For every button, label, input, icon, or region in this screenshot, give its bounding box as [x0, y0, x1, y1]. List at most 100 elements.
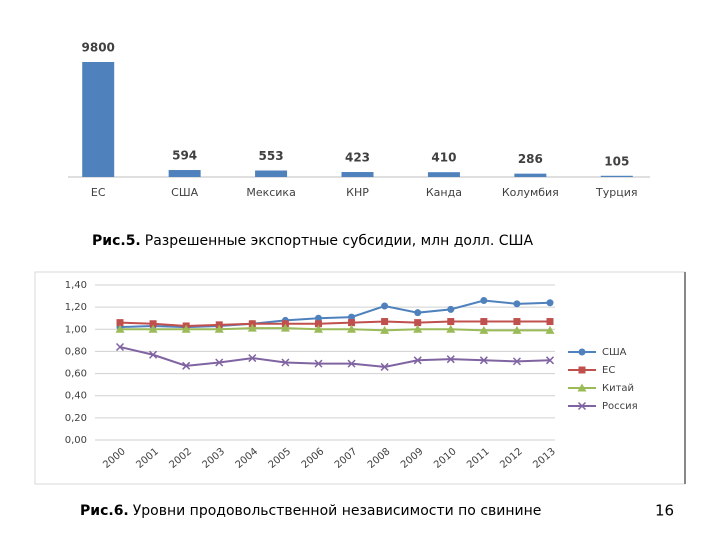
caption-label: Рис.6. — [80, 503, 129, 519]
marker — [546, 318, 554, 326]
marker — [479, 325, 489, 334]
data-label: 553 — [259, 149, 284, 163]
marker — [116, 319, 124, 327]
y-tick-label: 0,20 — [65, 413, 87, 424]
marker — [545, 356, 555, 365]
x-tick-label: 2013 — [531, 446, 558, 471]
legend-marker — [577, 383, 587, 392]
data-label: 286 — [518, 152, 543, 166]
series-line — [119, 320, 550, 327]
y-tick-label: 0,00 — [65, 435, 87, 446]
y-tick-label: 1,00 — [65, 324, 87, 335]
legend-marker — [578, 366, 586, 374]
marker — [479, 356, 488, 365]
marker — [181, 324, 191, 333]
series-line — [119, 299, 551, 329]
marker — [348, 313, 356, 321]
legend-label: Китай — [602, 383, 634, 394]
x-tick-label: 2001 — [134, 446, 161, 471]
x-tick-label: 2005 — [267, 446, 294, 471]
x-tick-label: 2002 — [167, 446, 194, 471]
marker — [247, 323, 257, 332]
caption: Рис.5. Разрешенные экспортные субсидии, м… — [92, 233, 534, 249]
marker — [348, 319, 356, 327]
marker — [413, 356, 422, 365]
marker — [446, 355, 455, 364]
x-tick-label: 2006 — [300, 446, 327, 471]
y-tick-label: 1,40 — [65, 280, 87, 291]
bar — [82, 62, 115, 177]
marker — [182, 361, 191, 370]
bar — [168, 170, 201, 177]
bar — [255, 170, 288, 177]
marker — [314, 359, 323, 368]
marker — [214, 324, 224, 333]
marker — [215, 358, 224, 367]
legend-label: США — [602, 347, 627, 358]
marker — [447, 305, 455, 313]
series-line — [120, 327, 550, 332]
x-tick-label: 2007 — [333, 446, 360, 471]
marker — [512, 325, 522, 334]
legend-label: ЕС — [602, 365, 615, 376]
marker — [447, 318, 455, 326]
marker — [314, 314, 322, 322]
legend-marker — [577, 401, 587, 411]
x-tick-label: 2009 — [399, 446, 426, 471]
caption: Рис.6. Уровни продовольственной независим… — [80, 503, 541, 519]
marker — [280, 323, 290, 332]
x-tick-label: 2003 — [201, 446, 228, 471]
x-tick-label: 2000 — [101, 446, 128, 471]
x-tick-label: 2012 — [498, 446, 525, 471]
marker — [248, 354, 257, 363]
y-tick-label: 1,20 — [65, 302, 87, 313]
data-label: 423 — [345, 151, 370, 165]
marker — [149, 350, 158, 359]
x-tick-label: Мексика — [246, 186, 295, 199]
chart-frame — [34, 271, 686, 485]
marker — [512, 357, 521, 366]
y-tick-label: 0,60 — [65, 369, 87, 380]
marker — [446, 324, 456, 333]
marker — [513, 300, 521, 308]
caption-text: Разрешенные экспортные субсидии, млн дол… — [145, 233, 534, 249]
marker — [314, 320, 322, 328]
x-tick-label: Канда — [426, 186, 462, 199]
x-tick-label: КНР — [346, 186, 369, 199]
caption-label: Рис.5. — [92, 233, 141, 249]
marker — [546, 299, 554, 307]
marker — [480, 318, 488, 326]
marker — [381, 318, 389, 326]
bar — [514, 173, 547, 177]
marker — [380, 325, 390, 334]
x-tick-label: 2008 — [366, 446, 393, 471]
x-tick-label: 2004 — [234, 446, 261, 471]
marker — [414, 319, 422, 327]
marker — [148, 324, 158, 333]
marker — [380, 362, 389, 371]
marker — [545, 325, 555, 334]
marker — [513, 318, 521, 326]
x-tick-label: 2011 — [465, 446, 492, 471]
caption-text: Уровни продовольственной независимости п… — [133, 503, 542, 519]
y-tick-label: 0,80 — [65, 346, 87, 357]
marker — [480, 297, 488, 304]
data-label: 410 — [431, 151, 456, 165]
series-line — [119, 346, 551, 368]
marker — [313, 324, 323, 333]
legend-label: Россия — [602, 401, 638, 412]
x-tick-label: Турция — [595, 186, 637, 199]
marker — [115, 342, 125, 352]
marker — [413, 324, 423, 333]
bar — [427, 172, 460, 177]
x-tick-label: ЕС — [91, 186, 106, 199]
marker — [381, 302, 389, 310]
marker — [149, 320, 157, 328]
data-label: 594 — [172, 149, 197, 163]
marker — [281, 358, 290, 367]
x-tick-label: США — [171, 186, 198, 199]
x-tick-label: 2010 — [432, 446, 459, 471]
marker — [115, 324, 125, 333]
slide-number: 16 — [655, 502, 674, 520]
bar — [341, 172, 374, 177]
